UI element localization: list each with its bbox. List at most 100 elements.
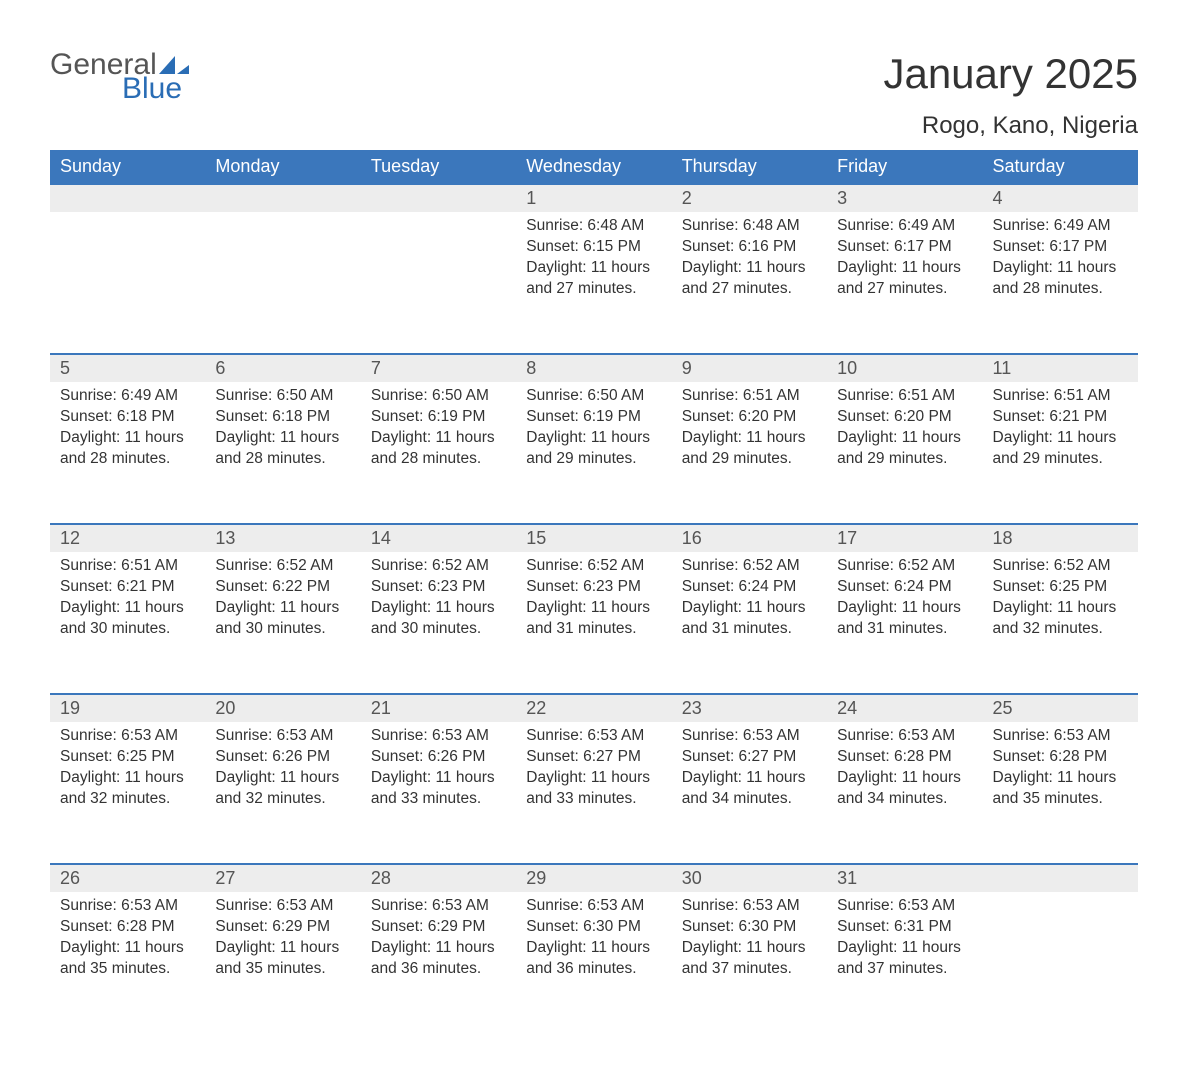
daylight-line: Daylight: 11 hours and 35 minutes. [60,938,195,980]
day-content-cell: Sunrise: 6:51 AMSunset: 6:20 PMDaylight:… [672,382,827,524]
day-content-cell [361,212,516,354]
sunset-line: Sunset: 6:15 PM [526,237,661,258]
sunrise-line: Sunrise: 6:53 AM [371,896,506,917]
day-number-cell: 21 [361,694,516,722]
sunset-line: Sunset: 6:25 PM [60,747,195,768]
daylight-line: Daylight: 11 hours and 31 minutes. [526,598,661,640]
day-content-cell: Sunrise: 6:50 AMSunset: 6:19 PMDaylight:… [361,382,516,524]
sunset-line: Sunset: 6:27 PM [682,747,817,768]
title-block: January 2025 Rogo, Kano, Nigeria [883,50,1138,140]
day-number-cell: 5 [50,354,205,382]
day-content-cell: Sunrise: 6:51 AMSunset: 6:21 PMDaylight:… [50,552,205,694]
sunrise-line: Sunrise: 6:53 AM [60,896,195,917]
sunrise-line: Sunrise: 6:50 AM [215,386,350,407]
sunrise-line: Sunrise: 6:52 AM [837,556,972,577]
day-number-cell [361,184,516,212]
location-subtitle: Rogo, Kano, Nigeria [883,112,1138,140]
day-number-cell: 20 [205,694,360,722]
day-number-cell [50,184,205,212]
sunrise-line: Sunrise: 6:53 AM [682,726,817,747]
sunset-line: Sunset: 6:29 PM [215,917,350,938]
day-number-row: 567891011 [50,354,1138,382]
day-content-cell: Sunrise: 6:53 AMSunset: 6:31 PMDaylight:… [827,892,982,1034]
daylight-line: Daylight: 11 hours and 28 minutes. [993,258,1128,300]
sunrise-line: Sunrise: 6:52 AM [682,556,817,577]
logo-word-blue: Blue [122,74,189,104]
day-content-cell: Sunrise: 6:53 AMSunset: 6:26 PMDaylight:… [205,722,360,864]
daylight-line: Daylight: 11 hours and 37 minutes. [837,938,972,980]
sunrise-line: Sunrise: 6:48 AM [682,216,817,237]
sunrise-line: Sunrise: 6:53 AM [215,896,350,917]
weekday-header: Thursday [672,150,827,184]
weekday-header-row: SundayMondayTuesdayWednesdayThursdayFrid… [50,150,1138,184]
sunset-line: Sunset: 6:26 PM [215,747,350,768]
day-number-cell: 17 [827,524,982,552]
sunset-line: Sunset: 6:28 PM [837,747,972,768]
day-content-cell: Sunrise: 6:52 AMSunset: 6:24 PMDaylight:… [827,552,982,694]
day-content-cell: Sunrise: 6:53 AMSunset: 6:27 PMDaylight:… [672,722,827,864]
sunset-line: Sunset: 6:28 PM [60,917,195,938]
daylight-line: Daylight: 11 hours and 28 minutes. [60,428,195,470]
day-number-row: 262728293031 [50,864,1138,892]
daylight-line: Daylight: 11 hours and 32 minutes. [993,598,1128,640]
daylight-line: Daylight: 11 hours and 27 minutes. [682,258,817,300]
sunset-line: Sunset: 6:19 PM [371,407,506,428]
day-content-cell: Sunrise: 6:53 AMSunset: 6:27 PMDaylight:… [516,722,671,864]
daylight-line: Daylight: 11 hours and 27 minutes. [526,258,661,300]
sunset-line: Sunset: 6:23 PM [526,577,661,598]
day-content-row: Sunrise: 6:53 AM Sunset: 6:25 PMDaylight:… [50,722,1138,864]
sunset-line: Sunset: 6:28 PM [993,747,1128,768]
sunrise-line: Sunrise: 6:53 AM [993,726,1128,747]
day-number-cell: 26 [50,864,205,892]
daylight-line: Daylight: 11 hours and 28 minutes. [215,428,350,470]
sunrise-line: Sunrise: 6:52 AM [993,556,1128,577]
day-number-cell: 30 [672,864,827,892]
sunset-line: Sunset: 6:29 PM [371,917,506,938]
day-content-cell: Sunrise: 6:49 AMSunset: 6:17 PMDaylight:… [983,212,1138,354]
daylight-line: Daylight: 11 hours and 36 minutes. [526,938,661,980]
day-number-cell: 18 [983,524,1138,552]
sunrise-line: Sunrise: 6:51 AM [837,386,972,407]
day-content-cell: Sunrise: 6:49 AMSunset: 6:18 PMDaylight:… [50,382,205,524]
day-number-cell: 4 [983,184,1138,212]
daylight-line: Daylight: 11 hours and 27 minutes. [837,258,972,300]
day-content-cell: Sunrise: 6:52 AMSunset: 6:25 PMDaylight:… [983,552,1138,694]
sunset-line: Sunset: 6:27 PM [526,747,661,768]
day-content-cell: Sunrise: 6:51 AMSunset: 6:20 PMDaylight:… [827,382,982,524]
weekday-header: Saturday [983,150,1138,184]
sunrise-line: Sunrise: 6:53 AM [837,726,972,747]
daylight-line: Daylight: 11 hours and 30 minutes. [215,598,350,640]
weekday-header: Friday [827,150,982,184]
sunrise-line: Sunrise: 6:52 AM [526,556,661,577]
daylight-line: Daylight: 11 hours and 29 minutes. [526,428,661,470]
calendar-table: SundayMondayTuesdayWednesdayThursdayFrid… [50,150,1138,1034]
day-number-cell: 15 [516,524,671,552]
sunset-line: Sunset: 6:22 PM [215,577,350,598]
day-number-row: 1234 [50,184,1138,212]
day-number-cell: 29 [516,864,671,892]
daylight-line: Daylight: 11 hours and 36 minutes. [371,938,506,980]
sunset-line: Sunset: 6:16 PM [682,237,817,258]
day-number-cell [205,184,360,212]
daylight-line: Daylight: 11 hours and 32 minutes. [60,768,195,810]
weekday-header: Wednesday [516,150,671,184]
day-content-cell: Sunrise: 6:53 AMSunset: 6:29 PMDaylight:… [205,892,360,1034]
day-number-cell: 8 [516,354,671,382]
day-number-cell: 14 [361,524,516,552]
day-content-cell [50,212,205,354]
day-number-cell: 28 [361,864,516,892]
sunset-line: Sunset: 6:17 PM [837,237,972,258]
day-number-cell: 22 [516,694,671,722]
day-number-cell [983,864,1138,892]
day-number-cell: 16 [672,524,827,552]
daylight-line: Daylight: 11 hours and 28 minutes. [371,428,506,470]
sunset-line: Sunset: 6:30 PM [526,917,661,938]
day-content-cell: Sunrise: 6:52 AMSunset: 6:23 PMDaylight:… [361,552,516,694]
sunset-line: Sunset: 6:23 PM [371,577,506,598]
day-content-row: Sunrise: 6:53 AMSunset: 6:28 PMDaylight:… [50,892,1138,1034]
day-content-cell [205,212,360,354]
sunrise-line: Sunrise: 6:50 AM [371,386,506,407]
day-number-cell: 23 [672,694,827,722]
day-number-cell: 19 [50,694,205,722]
daylight-line: Daylight: 11 hours and 35 minutes. [215,938,350,980]
